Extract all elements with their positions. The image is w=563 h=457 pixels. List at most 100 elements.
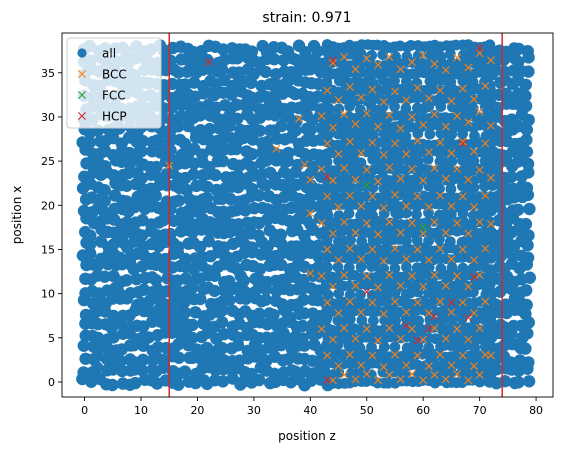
hcp-point — [464, 313, 473, 322]
bcc-point — [486, 219, 495, 228]
all-point — [498, 65, 511, 79]
all-point — [216, 342, 229, 355]
all-point — [281, 353, 295, 366]
bcc-point — [453, 324, 462, 333]
bcc-point — [357, 202, 366, 211]
all-point — [223, 294, 236, 307]
all-point — [389, 262, 401, 274]
all-point — [519, 342, 532, 355]
bcc-point — [447, 149, 456, 158]
all-point — [245, 147, 259, 161]
bcc-point — [475, 271, 484, 280]
bcc-point — [424, 309, 433, 318]
bcc-point — [379, 309, 388, 318]
bcc-point — [272, 144, 281, 153]
bcc-point — [328, 376, 337, 385]
bcc-point — [481, 139, 490, 148]
bcc-point — [402, 150, 411, 159]
bcc-point — [317, 218, 326, 227]
all-point — [297, 307, 311, 320]
bcc-point — [475, 370, 484, 379]
all-point — [208, 284, 221, 298]
all-point — [275, 338, 288, 352]
all-point — [296, 332, 309, 345]
all-point — [483, 41, 496, 55]
bcc-point — [323, 351, 332, 360]
bcc-point — [430, 370, 439, 379]
all-point — [165, 303, 178, 316]
all-point — [304, 123, 317, 137]
bcc-point — [368, 138, 377, 147]
bcc-point — [385, 324, 394, 333]
bcc-point — [385, 370, 394, 379]
all-point — [209, 169, 222, 182]
bcc-point — [464, 63, 473, 72]
all-point — [178, 137, 192, 151]
bcc-point — [390, 350, 399, 359]
all-points-layer — [76, 39, 536, 392]
all-point — [521, 157, 535, 171]
bcc-point — [407, 370, 416, 379]
all-point — [261, 318, 274, 331]
bcc-point — [486, 173, 495, 182]
bcc-point — [379, 256, 388, 265]
bcc-point — [357, 149, 366, 158]
all-point — [150, 160, 163, 174]
legend-marker-bcc — [78, 70, 86, 78]
all-point — [519, 217, 533, 231]
y-tick-label: 5 — [48, 332, 55, 345]
bcc-point — [413, 83, 422, 92]
bcc-point — [441, 122, 450, 131]
all-point — [521, 327, 534, 340]
all-point — [520, 145, 534, 158]
bcc-point — [430, 271, 439, 280]
hcp-point — [402, 321, 411, 330]
bcc-point — [402, 308, 411, 317]
bcc-point — [430, 110, 439, 119]
bcc-point — [379, 97, 388, 106]
bcc-point — [385, 163, 394, 172]
all-point — [274, 237, 288, 250]
hcp-point — [424, 324, 433, 333]
bcc-point — [424, 94, 433, 103]
all-point — [237, 274, 250, 287]
plot-frame — [61, 32, 554, 398]
bcc-point — [340, 52, 349, 61]
all-point — [483, 55, 496, 68]
all-point — [400, 130, 412, 142]
bcc-point — [430, 218, 439, 227]
bcc-point — [441, 334, 450, 343]
all-point — [490, 298, 503, 311]
bcc-point — [402, 202, 411, 211]
bcc-point — [334, 203, 343, 212]
all-point — [172, 378, 185, 391]
bcc-point — [424, 203, 433, 212]
all-point — [259, 293, 272, 306]
bcc-point — [379, 150, 388, 159]
all-point — [521, 239, 534, 252]
bcc-point — [413, 192, 422, 201]
bcc-point — [458, 84, 467, 93]
bcc-point — [430, 164, 439, 173]
all-point — [186, 318, 199, 332]
all-point — [321, 156, 333, 168]
all-point — [268, 53, 281, 66]
all-point — [446, 156, 458, 167]
y-tick-label: 10 — [41, 288, 55, 301]
all-point — [377, 49, 389, 60]
all-point — [519, 89, 532, 103]
legend-box — [66, 37, 162, 129]
all-point — [304, 218, 317, 231]
bcc-point — [424, 148, 433, 157]
all-point — [128, 200, 141, 214]
bcc-point — [379, 362, 388, 371]
bcc-point — [362, 271, 371, 280]
all-point — [90, 361, 104, 374]
bcc-point — [441, 174, 450, 183]
hcp-point — [475, 44, 484, 53]
bcc-point — [340, 110, 349, 119]
all-point — [322, 261, 333, 273]
all-point — [366, 50, 378, 61]
bcc-point — [413, 298, 422, 307]
all-point — [231, 262, 244, 276]
